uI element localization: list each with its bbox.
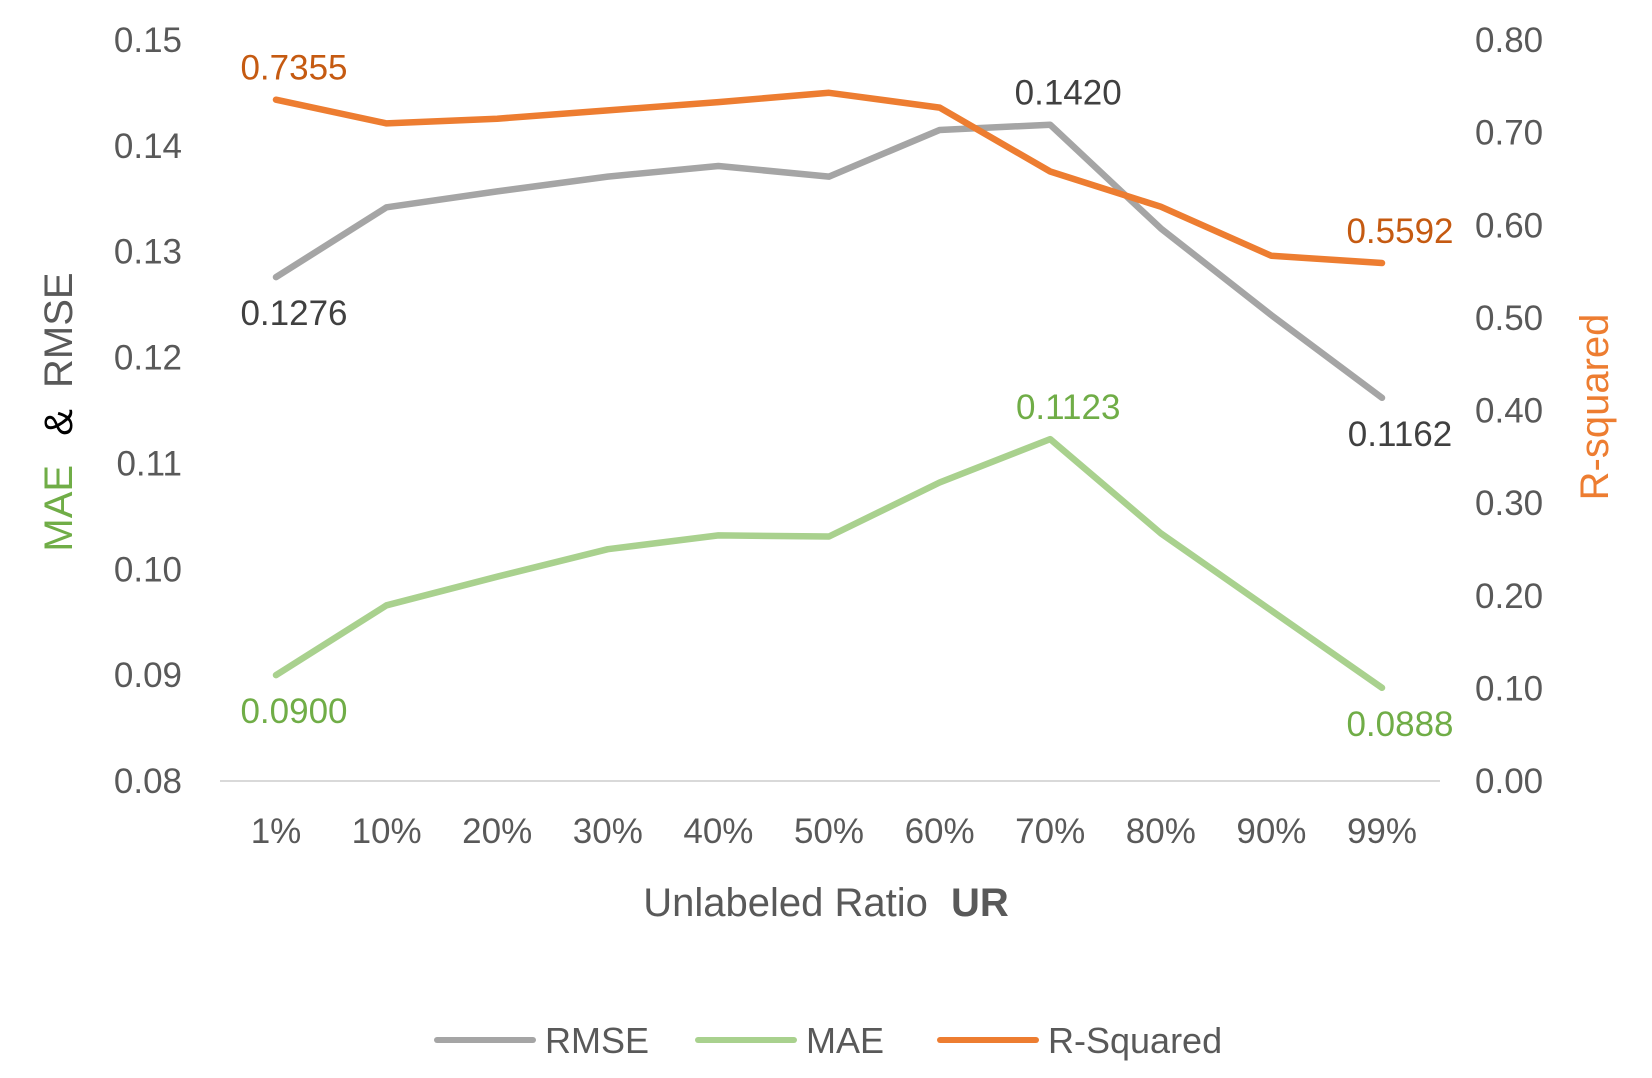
left-tick-label: 0.13 xyxy=(114,233,182,272)
series-line-r-squared xyxy=(272,89,1386,267)
series-line-mae xyxy=(272,435,1386,692)
left-axis-title-mae: MAE xyxy=(37,465,81,552)
series-lines xyxy=(272,89,1386,692)
data-label: 0.1162 xyxy=(1348,415,1452,454)
x-axis-ticks: 1% 10% 20% 30% 40% 50% 60% 70% 80% 90% 99% xyxy=(251,812,1417,851)
data-label: 0.1420 xyxy=(1015,74,1122,113)
left-tick-label: 0.10 xyxy=(114,550,182,589)
left-tick-label: 0.09 xyxy=(114,656,182,695)
legend: RMSE MAE R-Squared xyxy=(434,1020,1222,1061)
x-tick-label: 50% xyxy=(794,812,864,851)
x-axis-title-bold: UR xyxy=(951,881,1009,925)
left-axis-title-ampersand: & xyxy=(37,409,81,436)
x-tick-label: 30% xyxy=(573,812,643,851)
right-tick-label: 0.10 xyxy=(1475,669,1543,708)
x-tick-label: 99% xyxy=(1347,812,1417,851)
x-axis-title: Unlabeled Ratio UR xyxy=(643,881,1009,925)
data-label: 0.7355 xyxy=(240,49,347,88)
x-tick-label: 90% xyxy=(1236,812,1306,851)
right-axis-title: R-squared xyxy=(1573,314,1617,501)
right-tick-label: 0.80 xyxy=(1475,21,1543,60)
left-axis-title-rmse: RMSE xyxy=(37,272,81,388)
data-label: 0.0900 xyxy=(240,692,347,731)
x-tick-label: 1% xyxy=(251,812,302,851)
data-label: 0.5592 xyxy=(1346,212,1453,251)
right-tick-label: 0.70 xyxy=(1475,114,1543,153)
x-tick-label: 70% xyxy=(1015,812,1085,851)
x-axis-title-text: Unlabeled Ratio xyxy=(643,881,928,925)
legend-label-mae: MAE xyxy=(806,1020,884,1061)
left-tick-label: 0.15 xyxy=(114,21,182,60)
left-tick-label: 0.08 xyxy=(114,762,182,801)
right-tick-label: 0.00 xyxy=(1475,762,1543,801)
left-tick-label: 0.12 xyxy=(114,339,182,378)
x-tick-label: 60% xyxy=(905,812,975,851)
x-tick-label: 10% xyxy=(352,812,422,851)
data-labels: 0.1276 0.1420 0.1162 0.0900 0.1123 0.0888 0.73… xyxy=(240,49,1453,744)
right-tick-label: 0.20 xyxy=(1475,577,1543,616)
right-tick-label: 0.50 xyxy=(1475,299,1543,338)
series-line-rmse xyxy=(272,121,1386,402)
left-axis-title: MAE & RMSE xyxy=(37,272,81,551)
left-tick-label: 0.11 xyxy=(116,444,182,483)
data-label: 0.0888 xyxy=(1346,705,1453,744)
right-tick-label: 0.30 xyxy=(1475,484,1543,523)
x-tick-label: 80% xyxy=(1126,812,1196,851)
x-tick-label: 20% xyxy=(462,812,532,851)
right-axis-ticks: 0.00 0.10 0.20 0.30 0.40 0.50 0.60 0.70 0.80 xyxy=(1475,21,1543,801)
left-tick-label: 0.14 xyxy=(114,127,182,166)
right-tick-label: 0.60 xyxy=(1475,206,1543,245)
data-label: 0.1123 xyxy=(1016,388,1120,427)
legend-label-r-squared: R-Squared xyxy=(1048,1020,1222,1061)
data-label: 0.1276 xyxy=(240,294,347,333)
legend-label-rmse: RMSE xyxy=(545,1020,649,1061)
right-tick-label: 0.40 xyxy=(1475,392,1543,431)
left-axis-ticks: 0.08 0.09 0.10 0.11 0.12 0.13 0.14 0.15 xyxy=(114,21,182,801)
x-tick-label: 40% xyxy=(683,812,753,851)
